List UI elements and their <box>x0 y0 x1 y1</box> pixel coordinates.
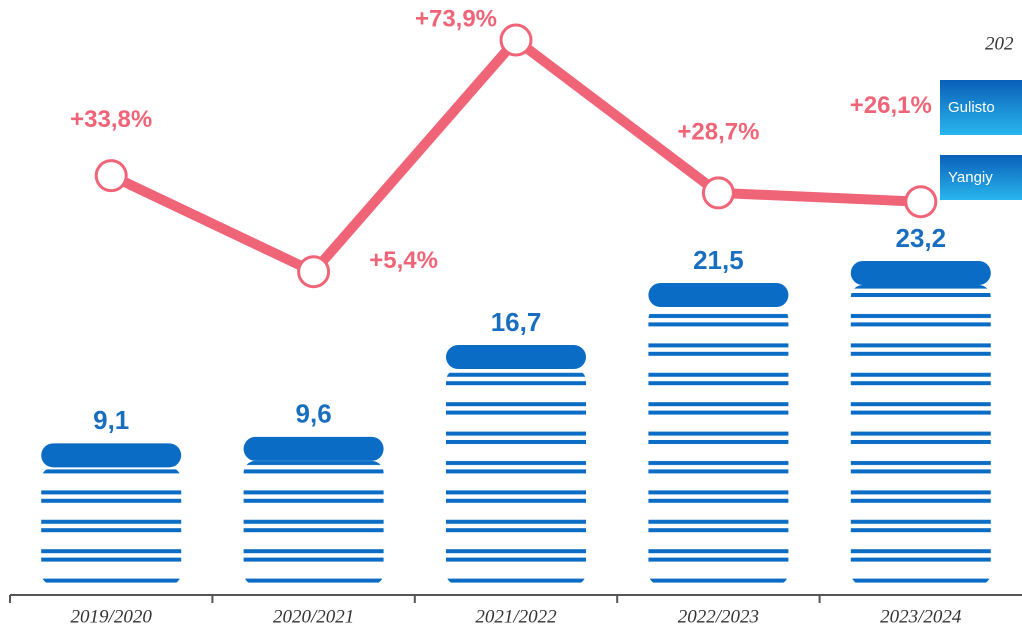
side-label: Gulisto <box>948 99 995 116</box>
growth-label: +5,4% <box>369 247 438 274</box>
x-tick-label: 2022/2023 <box>678 606 759 627</box>
value-label: 23,2 <box>895 223 946 253</box>
bar-cap <box>243 436 384 461</box>
side-box <box>940 155 1022 200</box>
line-point <box>904 185 938 219</box>
bar <box>446 369 586 585</box>
side-year: 202 <box>985 33 1014 54</box>
value-label: 16,7 <box>491 307 542 337</box>
x-tick-label: 2020/2021 <box>273 606 354 627</box>
line-point <box>94 159 128 193</box>
bar-cap <box>648 282 789 307</box>
growth-label: +33,8% <box>70 106 152 133</box>
line <box>109 35 922 277</box>
x-tick-label: 2019/2020 <box>71 606 153 627</box>
value-label: 21,5 <box>693 245 744 275</box>
bar-cap <box>41 443 182 468</box>
bar-cap <box>446 345 586 370</box>
growth-label: +26,1% <box>850 92 932 119</box>
bar <box>243 460 384 585</box>
growth-label: +28,7% <box>677 118 759 145</box>
x-tick-label: 2023/2024 <box>880 606 962 627</box>
x-tick-label: 2021/2022 <box>475 606 557 627</box>
side-box <box>940 80 1022 135</box>
bar <box>850 285 991 585</box>
line-point <box>499 23 533 57</box>
bar-cap <box>850 261 991 285</box>
value-label: 9,6 <box>296 399 332 429</box>
line-point <box>297 255 331 289</box>
bar <box>41 467 182 585</box>
line-point <box>701 176 735 210</box>
value-label: 9,1 <box>93 405 129 435</box>
growth-label: +73,9% <box>415 5 497 32</box>
bar <box>648 306 789 585</box>
side-label: Yangiy <box>948 169 993 186</box>
